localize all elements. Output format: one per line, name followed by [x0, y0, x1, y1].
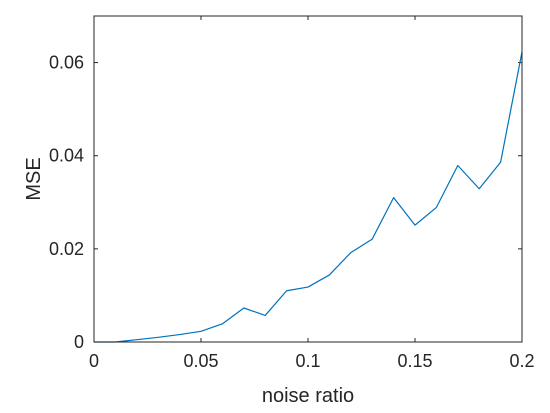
x-axis-label: noise ratio	[262, 385, 354, 407]
x-tick-label: 0.2	[509, 351, 534, 371]
y-axis-label: MSE	[23, 157, 45, 200]
x-tick-label: 0.05	[183, 351, 218, 371]
y-tick-label: 0.02	[49, 239, 84, 259]
y-tick-label: 0	[74, 332, 84, 352]
x-tick-label: 0	[89, 351, 99, 371]
y-tick-label: 0.06	[49, 53, 84, 73]
series-line	[94, 51, 523, 343]
y-axis-tick-labels: 0 0.02 0.04 0.06	[49, 53, 84, 352]
x-axis-tick-labels: 0 0.05 0.1 0.15 0.2	[89, 351, 535, 371]
y-tick-label: 0.04	[49, 146, 84, 166]
x-tick-label: 0.15	[397, 351, 432, 371]
x-tick-label: 0.1	[295, 351, 320, 371]
plot-area	[94, 16, 522, 342]
plot-box	[93, 15, 523, 343]
